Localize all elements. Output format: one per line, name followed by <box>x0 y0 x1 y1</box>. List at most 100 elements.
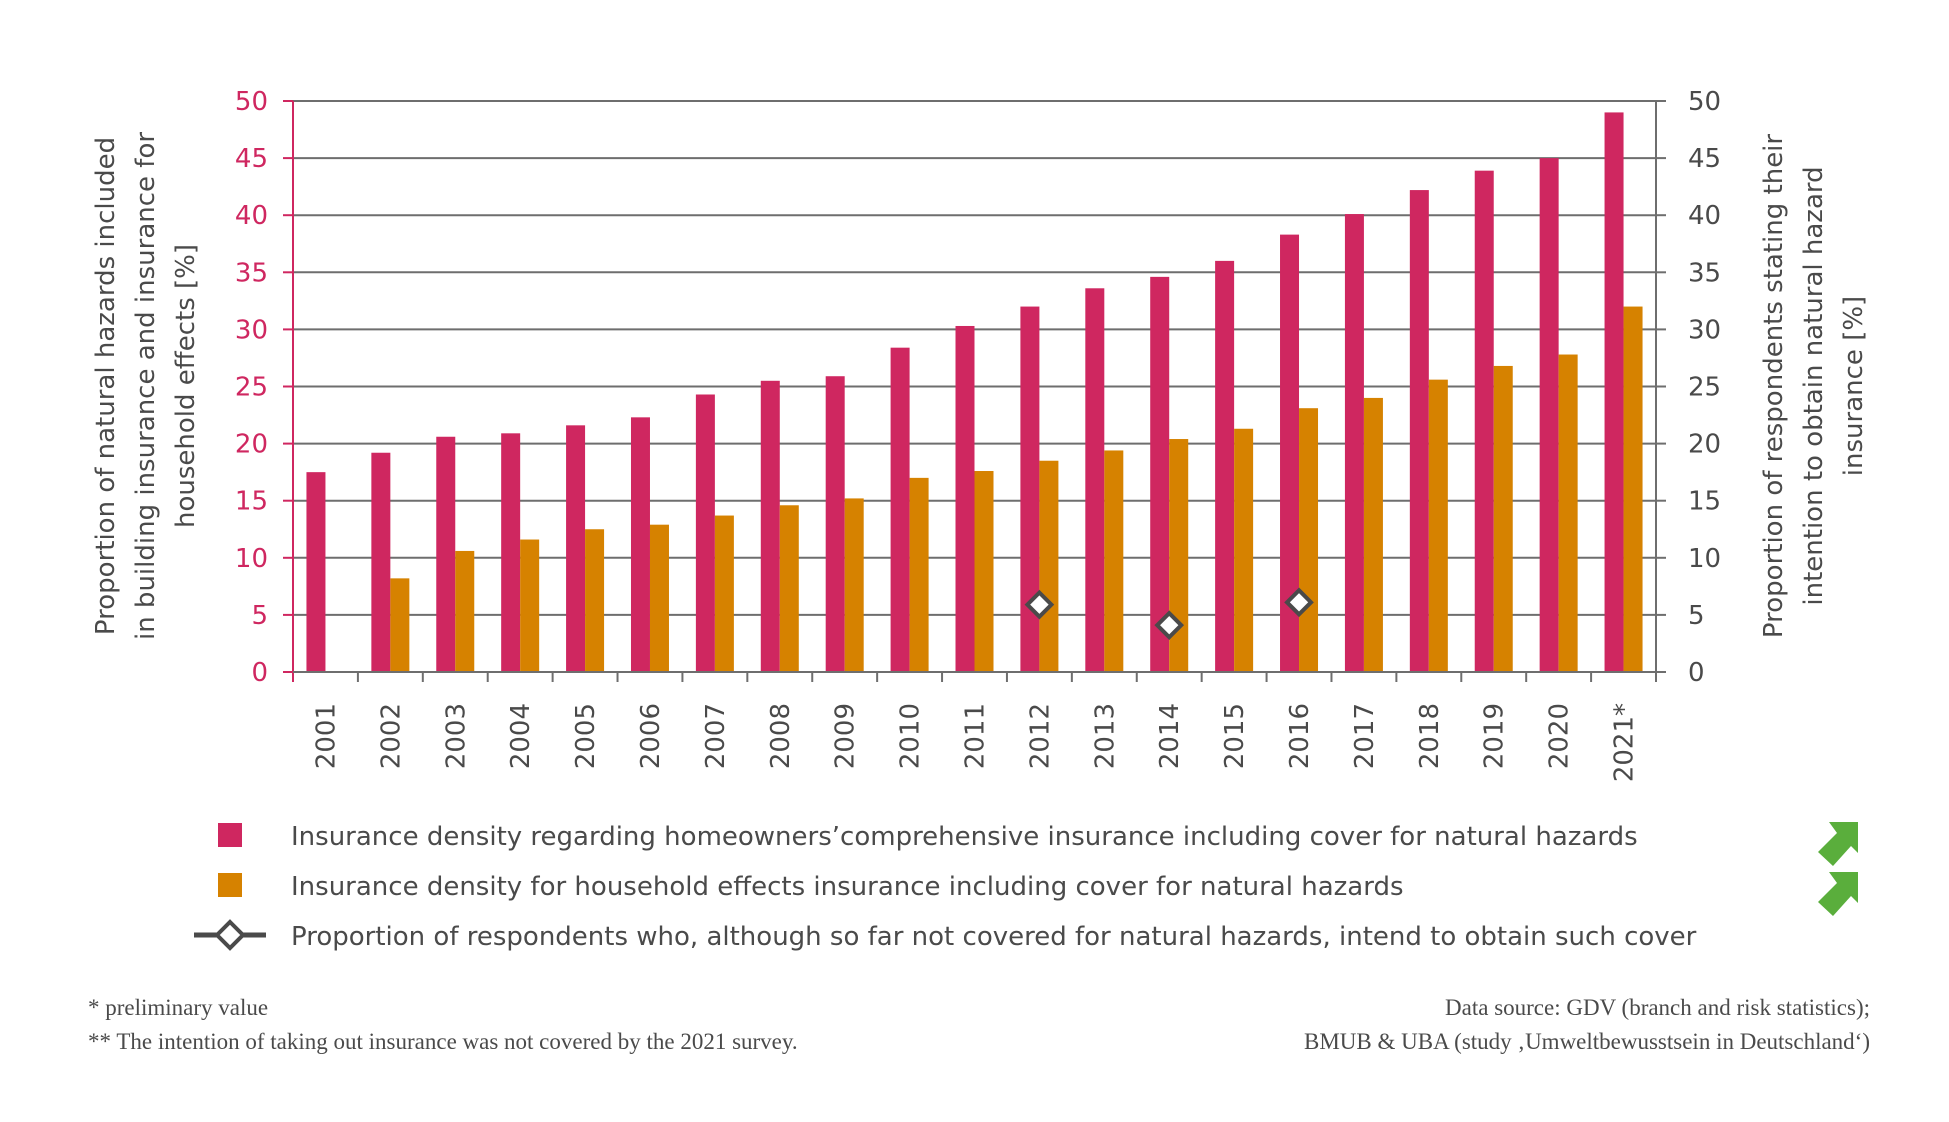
left-tick-label: 15 <box>235 487 268 517</box>
bar-household <box>1039 460 1059 672</box>
left-axis-ticks: 0 5 10 15 20 25 30 35 40 45 50 <box>235 87 293 688</box>
legend-diamond-icon <box>214 919 246 951</box>
bar-homeowners <box>1344 214 1364 673</box>
bar-household <box>1363 397 1383 672</box>
bar-homeowners <box>1474 170 1494 673</box>
legend-swatch-homeowners <box>218 823 242 847</box>
left-tick-label: 45 <box>235 144 268 174</box>
bar-household <box>455 550 475 672</box>
left-axis-title-line-3: household effects [%] <box>171 244 201 528</box>
x-tick-label: 2009 <box>831 703 861 769</box>
x-tick-label: 2014 <box>1155 703 1185 769</box>
right-tick-label: 45 <box>1688 144 1721 174</box>
right-axis-title: Proportion of respondents stating their … <box>1759 134 1869 639</box>
legend-item-household: Insurance density for household effects … <box>218 872 1858 916</box>
bar-homeowners <box>955 325 975 672</box>
bar-household <box>1428 379 1448 672</box>
bar-homeowners <box>825 376 845 672</box>
right-axis-title-line-2: intention to obtain natural hazard <box>1799 166 1829 605</box>
left-tick-label: 50 <box>235 87 268 117</box>
x-tick-label: 2010 <box>896 703 926 769</box>
legend-item-intention: Proportion of respondents who, although … <box>194 919 1697 952</box>
bar-homeowners <box>501 433 521 672</box>
x-tick-label: 2018 <box>1415 703 1445 769</box>
bar-household <box>844 498 864 672</box>
bar-household <box>714 515 734 672</box>
x-tick-label: 2019 <box>1480 703 1510 769</box>
legend-swatch-household <box>218 873 242 897</box>
bar-household <box>1104 450 1124 672</box>
bar-homeowners <box>890 347 910 672</box>
bar-household <box>585 529 605 672</box>
left-tick-label: 30 <box>235 315 268 345</box>
bar-household <box>390 578 410 672</box>
bar-household <box>779 505 799 672</box>
data-source-line-2: BMUB & UBA (study ‚Umweltbewusstsein in … <box>1304 1029 1870 1054</box>
bar-homeowners <box>1539 158 1559 673</box>
bar-homeowners <box>1280 234 1300 672</box>
bar-homeowners <box>371 452 391 672</box>
x-tick-label: 2016 <box>1285 703 1315 769</box>
bar-homeowners <box>1409 190 1429 673</box>
bar-homeowners <box>630 417 650 672</box>
left-axis-title-line-2: in building insurance and insurance for <box>131 132 161 640</box>
left-tick-label: 0 <box>251 658 268 688</box>
right-tick-label: 30 <box>1688 315 1721 345</box>
bar-homeowners <box>1604 112 1624 673</box>
x-axis-labels: 2001 2002 2003 2004 2005 2006 2007 2008 2009 2010… <box>311 703 1639 782</box>
x-tick-label: 2006 <box>636 703 666 769</box>
footnote-preliminary: * preliminary value <box>88 995 268 1020</box>
bar-homeowners <box>695 394 715 672</box>
intention-marker <box>1284 587 1314 618</box>
bar-household <box>1558 354 1578 672</box>
arrow-up-right-icon <box>1818 872 1858 916</box>
right-tick-label: 15 <box>1688 487 1721 517</box>
bar-homeowners <box>306 472 326 672</box>
right-axis-title-line-3: insurance [%] <box>1839 296 1869 476</box>
bar-household <box>1169 439 1189 672</box>
legend-label-household: Insurance density for household effects … <box>291 872 1404 902</box>
right-tick-label: 50 <box>1688 87 1721 117</box>
x-tick-label: 2020 <box>1545 703 1575 769</box>
bar-household <box>974 471 994 672</box>
right-tick-label: 25 <box>1688 373 1721 403</box>
bar-household <box>520 539 540 672</box>
left-tick-label: 25 <box>235 373 268 403</box>
footnotes: * preliminary value ** The intention of … <box>88 995 1870 1054</box>
bar-household <box>909 477 929 672</box>
left-tick-label: 20 <box>235 430 268 460</box>
left-tick-label: 40 <box>235 201 268 231</box>
bar-homeowners <box>1215 260 1235 672</box>
right-tick-label: 10 <box>1688 544 1721 574</box>
legend-label-intention: Proportion of respondents who, although … <box>291 922 1697 952</box>
intention-marker <box>1154 610 1185 641</box>
intention-marker <box>1024 589 1055 620</box>
bar-household <box>1234 428 1254 672</box>
left-tick-label: 10 <box>235 544 268 574</box>
x-tick-label: 2012 <box>1025 703 1055 769</box>
x-tick-label: 2002 <box>376 703 406 769</box>
bar-household <box>649 524 669 672</box>
x-tick-label: 2013 <box>1090 703 1120 769</box>
bar-homeowners <box>566 425 586 672</box>
bar-homeowners <box>1020 306 1040 672</box>
footnote-intention: ** The intention of taking out insurance… <box>88 1029 798 1054</box>
legend-label-homeowners: Insurance density regarding homeowners’c… <box>291 822 1638 852</box>
right-tick-label: 0 <box>1688 658 1705 688</box>
right-tick-label: 5 <box>1688 601 1705 631</box>
bar-household <box>1623 306 1643 672</box>
bar-homeowners <box>760 380 780 672</box>
arrow-up-right-icon <box>1818 822 1858 866</box>
x-tick-label: 2001 <box>311 703 341 769</box>
intention-markers <box>1024 587 1314 641</box>
data-source-line-1: Data source: GDV (branch and risk statis… <box>1445 995 1870 1020</box>
left-axis-title: Proportion of natural hazards included i… <box>91 132 201 640</box>
legend-item-homeowners: Insurance density regarding homeowners’c… <box>218 822 1858 866</box>
right-tick-label: 20 <box>1688 430 1721 460</box>
left-axis-title-line-1: Proportion of natural hazards included <box>91 137 121 635</box>
x-tick-label: 2011 <box>961 703 991 769</box>
x-tick-label: 2021* <box>1610 703 1640 782</box>
x-tick-label: 2004 <box>506 703 536 769</box>
x-tick-label: 2007 <box>701 703 731 769</box>
right-tick-label: 35 <box>1688 258 1721 288</box>
